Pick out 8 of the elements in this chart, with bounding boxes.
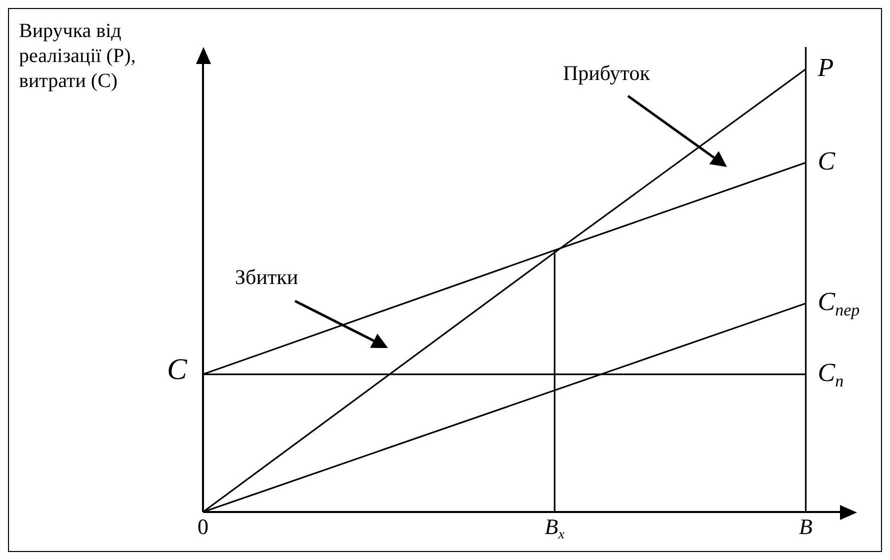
annotation: Збитки bbox=[235, 265, 298, 290]
series-label: P bbox=[816, 52, 834, 82]
annotation: Прибуток bbox=[563, 61, 650, 86]
x-tick-label: B bbox=[799, 514, 813, 539]
series-label: C bbox=[818, 146, 836, 176]
text: C bbox=[167, 353, 188, 387]
x-tick-label: 0 bbox=[198, 514, 208, 539]
y-axis-title: Виручка від реалізації (P), витрати (C) bbox=[19, 19, 137, 94]
